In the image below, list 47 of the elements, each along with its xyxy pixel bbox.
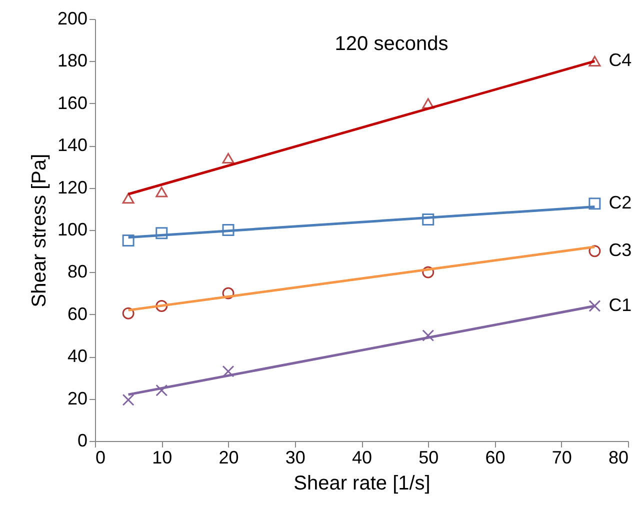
point — [588, 245, 601, 258]
x-tick-label: 50 — [418, 448, 439, 468]
text: 120 seconds — [334, 33, 448, 55]
point — [122, 307, 134, 320]
point — [422, 330, 434, 342]
point — [588, 56, 601, 66]
point — [588, 300, 601, 312]
x-tick-label: 20 — [218, 448, 239, 468]
point — [588, 198, 601, 210]
y-tick-label: 40 — [67, 346, 88, 366]
point — [156, 227, 168, 240]
series-label: C1 — [608, 294, 632, 315]
point — [222, 365, 234, 378]
x-tick-label: 0 — [96, 448, 106, 468]
point — [222, 224, 234, 236]
y-tick-label: 200 — [57, 8, 88, 28]
x-tick-label: 30 — [285, 448, 306, 468]
point — [122, 234, 134, 247]
y-tick-label: 60 — [67, 304, 88, 324]
point — [122, 394, 134, 406]
y-tick-label: 120 — [57, 177, 88, 198]
point — [222, 152, 234, 164]
point — [422, 266, 434, 278]
x-axis-title: Shear rate [1/s] — [294, 472, 430, 494]
y-tick-label: 140 — [57, 135, 88, 156]
point — [156, 186, 168, 198]
series-label: C3 — [608, 240, 632, 260]
y-tick-label: 100 — [57, 220, 88, 240]
x-tick-label: 10 — [152, 448, 172, 468]
point — [422, 213, 434, 226]
y-axis-title: Shear stress [Pa] — [28, 154, 50, 308]
point — [156, 300, 168, 312]
y-tick-label: 80 — [67, 262, 88, 282]
point — [422, 98, 434, 109]
point — [222, 287, 234, 300]
point — [122, 193, 134, 204]
point — [156, 384, 168, 396]
x-tick-label: 40 — [352, 448, 372, 468]
y-tick-label: 160 — [57, 92, 88, 113]
series-label: C4 — [608, 50, 632, 70]
y-tick-label: 180 — [57, 50, 88, 71]
x-tick-label: 80 — [608, 448, 628, 468]
x-tick-label: 70 — [552, 448, 572, 468]
x-tick-label: 60 — [485, 448, 506, 468]
y-tick-label: 20 — [67, 388, 88, 408]
series-label: C2 — [608, 192, 632, 213]
y-tick-label: 0 — [77, 430, 88, 450]
